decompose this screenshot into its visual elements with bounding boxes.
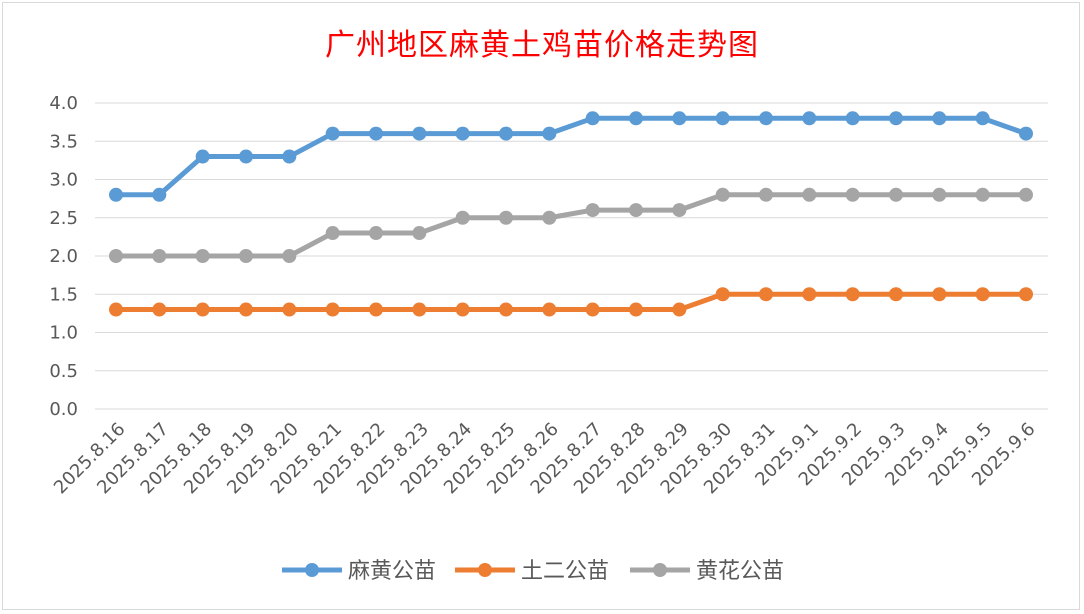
data-point — [629, 302, 643, 317]
data-point — [282, 149, 297, 164]
data-point — [975, 287, 990, 302]
data-point — [932, 187, 947, 202]
x-axis-ticks: 2025.8.162025.8.172025.8.182025.8.192025… — [50, 419, 1040, 499]
data-point — [715, 111, 730, 126]
data-point — [715, 187, 730, 202]
data-point — [325, 302, 340, 317]
legend-label: 黄花公苗 — [696, 559, 784, 584]
data-point — [802, 111, 817, 126]
data-point — [845, 187, 860, 202]
data-point — [412, 302, 427, 317]
data-point — [672, 203, 687, 218]
data-point — [282, 302, 297, 317]
y-tick-label: 2.0 — [49, 246, 78, 267]
data-point — [195, 249, 210, 263]
data-point — [369, 126, 383, 141]
y-tick-label: 3.0 — [49, 170, 78, 191]
data-point — [195, 302, 210, 317]
data-point — [455, 210, 470, 225]
data-point — [672, 111, 687, 126]
series — [109, 287, 1033, 317]
legend-label: 麻黄公苗 — [348, 559, 436, 584]
data-point — [715, 287, 730, 302]
series — [109, 187, 1033, 263]
data-point — [239, 249, 253, 263]
data-point — [239, 302, 253, 317]
data-point — [585, 203, 600, 218]
data-point — [325, 126, 340, 141]
y-tick-label: 1.0 — [49, 323, 78, 344]
data-point — [629, 203, 643, 218]
data-point — [889, 287, 903, 302]
data-point — [845, 287, 860, 302]
data-point — [542, 302, 557, 317]
data-point — [109, 187, 123, 202]
chart-title: 广州地区麻黄土鸡苗价格走势图 — [325, 28, 759, 63]
data-point — [109, 302, 123, 317]
legend-item: 麻黄公苗 — [282, 559, 436, 584]
y-tick-label: 0.5 — [49, 361, 78, 382]
data-point — [499, 302, 513, 317]
data-point — [802, 187, 817, 202]
data-point — [239, 149, 253, 164]
y-tick-label: 0.0 — [49, 399, 78, 420]
legend: 麻黄公苗 土二公苗 黄花公苗 — [282, 559, 784, 584]
data-point — [1019, 287, 1033, 302]
data-point — [542, 210, 557, 225]
data-point — [1019, 126, 1033, 141]
data-point — [759, 187, 773, 202]
y-tick-label: 1.5 — [49, 284, 78, 305]
data-point — [1019, 187, 1033, 202]
data-point — [585, 302, 600, 317]
data-point — [845, 111, 860, 126]
data-point — [585, 111, 600, 126]
data-point — [195, 149, 210, 164]
y-axis-ticks: 0.0 0.5 1.0 1.5 2.0 2.5 3.0 3.5 4.0 — [49, 93, 78, 420]
y-tick-label: 3.5 — [49, 131, 78, 152]
y-tick-label: 2.5 — [49, 208, 78, 229]
data-point — [889, 111, 903, 126]
legend-label: 土二公苗 — [521, 559, 609, 584]
data-point — [282, 249, 297, 263]
data-point — [412, 226, 427, 241]
legend-item: 黄花公苗 — [630, 559, 784, 584]
series-line — [113, 291, 1029, 313]
data-point — [455, 126, 470, 141]
series-group — [109, 111, 1033, 317]
data-point — [369, 302, 383, 317]
data-point — [152, 249, 167, 263]
data-point — [802, 287, 817, 302]
y-tick-label: 4.0 — [49, 93, 78, 114]
data-point — [109, 249, 123, 263]
legend-marker — [653, 563, 667, 577]
data-point — [759, 111, 773, 126]
data-point — [889, 187, 903, 202]
legend-marker — [305, 563, 319, 577]
legend-marker — [478, 563, 492, 577]
series-line — [113, 115, 1029, 198]
data-point — [932, 287, 947, 302]
data-point — [932, 111, 947, 126]
data-point — [629, 111, 643, 126]
legend-item: 土二公苗 — [455, 559, 609, 584]
data-point — [542, 126, 557, 141]
series — [109, 111, 1033, 202]
data-point — [499, 126, 513, 141]
series-line — [113, 192, 1029, 259]
data-point — [455, 302, 470, 317]
data-point — [152, 302, 167, 317]
data-point — [759, 287, 773, 302]
data-point — [412, 126, 427, 141]
data-point — [369, 226, 383, 241]
data-point — [975, 187, 990, 202]
data-point — [975, 111, 990, 126]
data-point — [499, 210, 513, 225]
data-point — [672, 302, 687, 317]
data-point — [325, 226, 340, 241]
data-point — [152, 187, 167, 202]
